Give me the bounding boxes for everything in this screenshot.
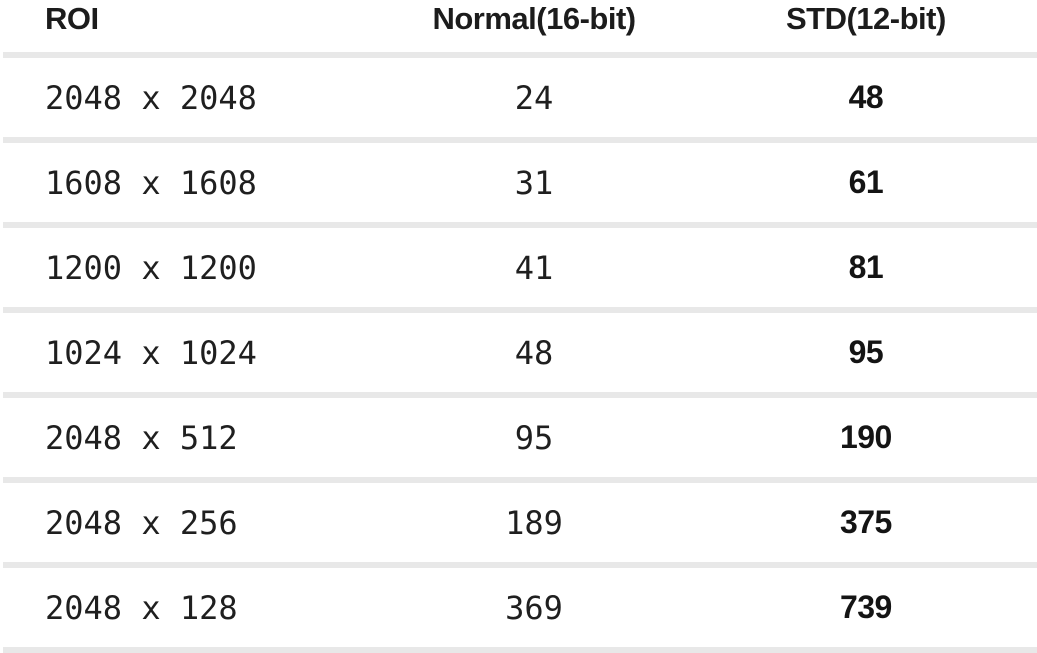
- row-divider: [3, 647, 1037, 653]
- column-header-roi: ROI: [45, 1, 99, 36]
- normal-16bit-cell: 95: [514, 418, 554, 457]
- std-12bit-cell: 48: [848, 79, 884, 115]
- table-row: 2048 x 128 369 739: [0, 568, 1037, 647]
- row-divider: [3, 562, 1037, 568]
- normal-16bit-cell: 48: [514, 333, 554, 372]
- table-header-row: ROI Normal(16-bit) STD(12-bit): [0, 0, 1037, 52]
- table-row: 1608 x 1608 31 61: [0, 143, 1037, 222]
- table-row: 1024 x 1024 48 95: [0, 313, 1037, 392]
- roi-cell: 2048 x 512: [45, 418, 238, 457]
- normal-16bit-cell: 369: [505, 588, 563, 627]
- normal-16bit-cell: 31: [514, 163, 554, 202]
- row-divider: [3, 477, 1037, 483]
- std-12bit-cell: 375: [839, 504, 892, 540]
- roi-cell: 2048 x 128: [45, 588, 238, 627]
- normal-16bit-cell: 189: [505, 503, 563, 542]
- std-12bit-cell: 81: [848, 249, 884, 285]
- roi-cell: 1608 x 1608: [45, 163, 257, 202]
- row-divider: [3, 137, 1037, 143]
- row-divider: [3, 52, 1037, 58]
- table-row: 2048 x 256 189 375: [0, 483, 1037, 562]
- std-12bit-cell: 61: [848, 164, 884, 200]
- roi-cell: 2048 x 256: [45, 503, 238, 542]
- table-row: 1200 x 1200 41 81: [0, 228, 1037, 307]
- normal-16bit-cell: 24: [514, 78, 554, 117]
- table-row: 2048 x 512 95 190: [0, 398, 1037, 477]
- std-12bit-cell: 190: [839, 419, 892, 455]
- roi-cell: 2048 x 2048: [45, 78, 257, 117]
- normal-16bit-cell: 41: [514, 248, 554, 287]
- std-12bit-cell: 95: [848, 334, 884, 370]
- column-header-normal-16bit: Normal(16-bit): [432, 1, 636, 36]
- table-row: 2048 x 2048 24 48: [0, 58, 1037, 137]
- std-12bit-cell: 739: [839, 589, 892, 625]
- roi-cell: 1024 x 1024: [45, 333, 257, 372]
- roi-cell: 1200 x 1200: [45, 248, 257, 287]
- row-divider: [3, 222, 1037, 228]
- row-divider: [3, 392, 1037, 398]
- column-header-std-12bit: STD(12-bit): [785, 1, 946, 36]
- row-divider: [3, 307, 1037, 313]
